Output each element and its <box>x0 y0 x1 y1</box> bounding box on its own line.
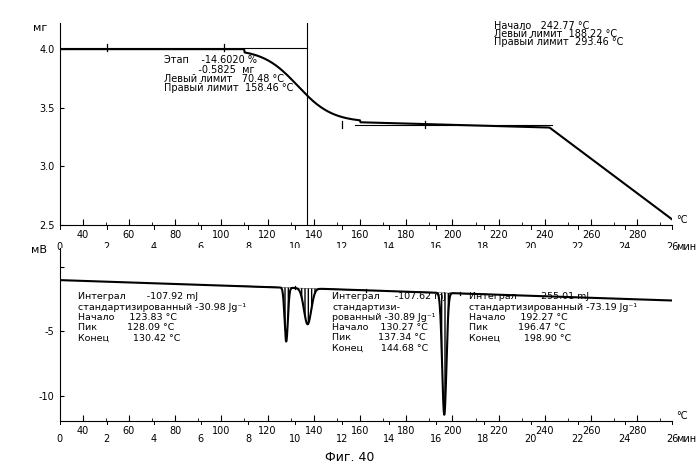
Text: 10: 10 <box>289 434 301 444</box>
Text: 24: 24 <box>619 242 631 252</box>
Y-axis label: мВ: мВ <box>32 245 48 255</box>
Text: 2: 2 <box>104 242 110 252</box>
Text: 22: 22 <box>571 242 584 252</box>
Text: 6: 6 <box>198 242 204 252</box>
Text: 4: 4 <box>150 242 157 252</box>
Text: 18: 18 <box>477 434 490 444</box>
Text: °C: °C <box>677 411 688 421</box>
Text: Левый лимит   70.48 °C: Левый лимит 70.48 °C <box>164 74 284 84</box>
Text: 16: 16 <box>430 434 442 444</box>
Text: 10: 10 <box>289 242 301 252</box>
Text: Пик          196.47 °C: Пик 196.47 °C <box>468 323 565 332</box>
Text: 20: 20 <box>524 434 537 444</box>
Text: 12: 12 <box>336 434 349 444</box>
Text: Конец      144.68 °C: Конец 144.68 °C <box>332 344 428 353</box>
Y-axis label: мг: мг <box>33 23 48 33</box>
Text: 0: 0 <box>57 434 62 444</box>
Text: Интеграл     -107.62 mJ: Интеграл -107.62 mJ <box>332 292 447 301</box>
Text: Фиг. 40: Фиг. 40 <box>326 451 374 464</box>
Text: Интеграл       -107.92 mJ: Интеграл -107.92 mJ <box>78 292 198 301</box>
Text: 14: 14 <box>383 242 395 252</box>
Text: 24: 24 <box>619 434 631 444</box>
Text: стандартизированный -73.19 Jg⁻¹: стандартизированный -73.19 Jg⁻¹ <box>468 303 637 312</box>
Text: 14: 14 <box>383 434 395 444</box>
Text: 8: 8 <box>245 434 251 444</box>
Text: 20: 20 <box>524 242 537 252</box>
Text: Правый лимит  158.46 °C: Правый лимит 158.46 °C <box>164 83 293 93</box>
Text: 2: 2 <box>104 434 110 444</box>
Text: °C: °C <box>677 215 688 225</box>
Text: Пик         137.34 °C: Пик 137.34 °C <box>332 333 426 343</box>
Text: Начало     192.27 °C: Начало 192.27 °C <box>468 313 568 322</box>
Text: Конец        198.90 °C: Конец 198.90 °C <box>468 333 571 343</box>
Text: 18: 18 <box>477 242 490 252</box>
Text: Левый лимит  188.22 °C: Левый лимит 188.22 °C <box>494 29 617 39</box>
Text: рованный -30.89 Jg⁻¹: рованный -30.89 Jg⁻¹ <box>332 313 435 322</box>
Text: Начало   242.77 °C: Начало 242.77 °C <box>494 21 589 31</box>
Text: Начало     123.83 °C: Начало 123.83 °C <box>78 313 177 322</box>
Text: мин: мин <box>677 434 696 444</box>
Text: Начало    130.27 °C: Начало 130.27 °C <box>332 323 428 332</box>
Text: -0.5825  мг: -0.5825 мг <box>164 65 254 74</box>
Text: 26: 26 <box>666 434 678 444</box>
Text: 4: 4 <box>150 434 157 444</box>
Text: стандартизированный -30.98 Jg⁻¹: стандартизированный -30.98 Jg⁻¹ <box>78 303 246 312</box>
Text: 26: 26 <box>666 242 678 252</box>
Text: стандартизи-: стандартизи- <box>332 303 400 312</box>
Text: 8: 8 <box>245 242 251 252</box>
Text: 22: 22 <box>571 434 584 444</box>
Text: 12: 12 <box>336 242 349 252</box>
Text: мин: мин <box>677 242 696 252</box>
Text: Этап    -14.6020 %: Этап -14.6020 % <box>164 55 256 65</box>
Text: Правый лимит  293.46 °C: Правый лимит 293.46 °C <box>494 37 624 47</box>
Text: Пик          128.09 °C: Пик 128.09 °C <box>78 323 174 332</box>
Text: Конец        130.42 °C: Конец 130.42 °C <box>78 333 181 343</box>
Text: Интеграл       -255.01 mJ: Интеграл -255.01 mJ <box>468 292 589 301</box>
Text: 16: 16 <box>430 242 442 252</box>
Text: 6: 6 <box>198 434 204 444</box>
Text: 0: 0 <box>57 242 62 252</box>
